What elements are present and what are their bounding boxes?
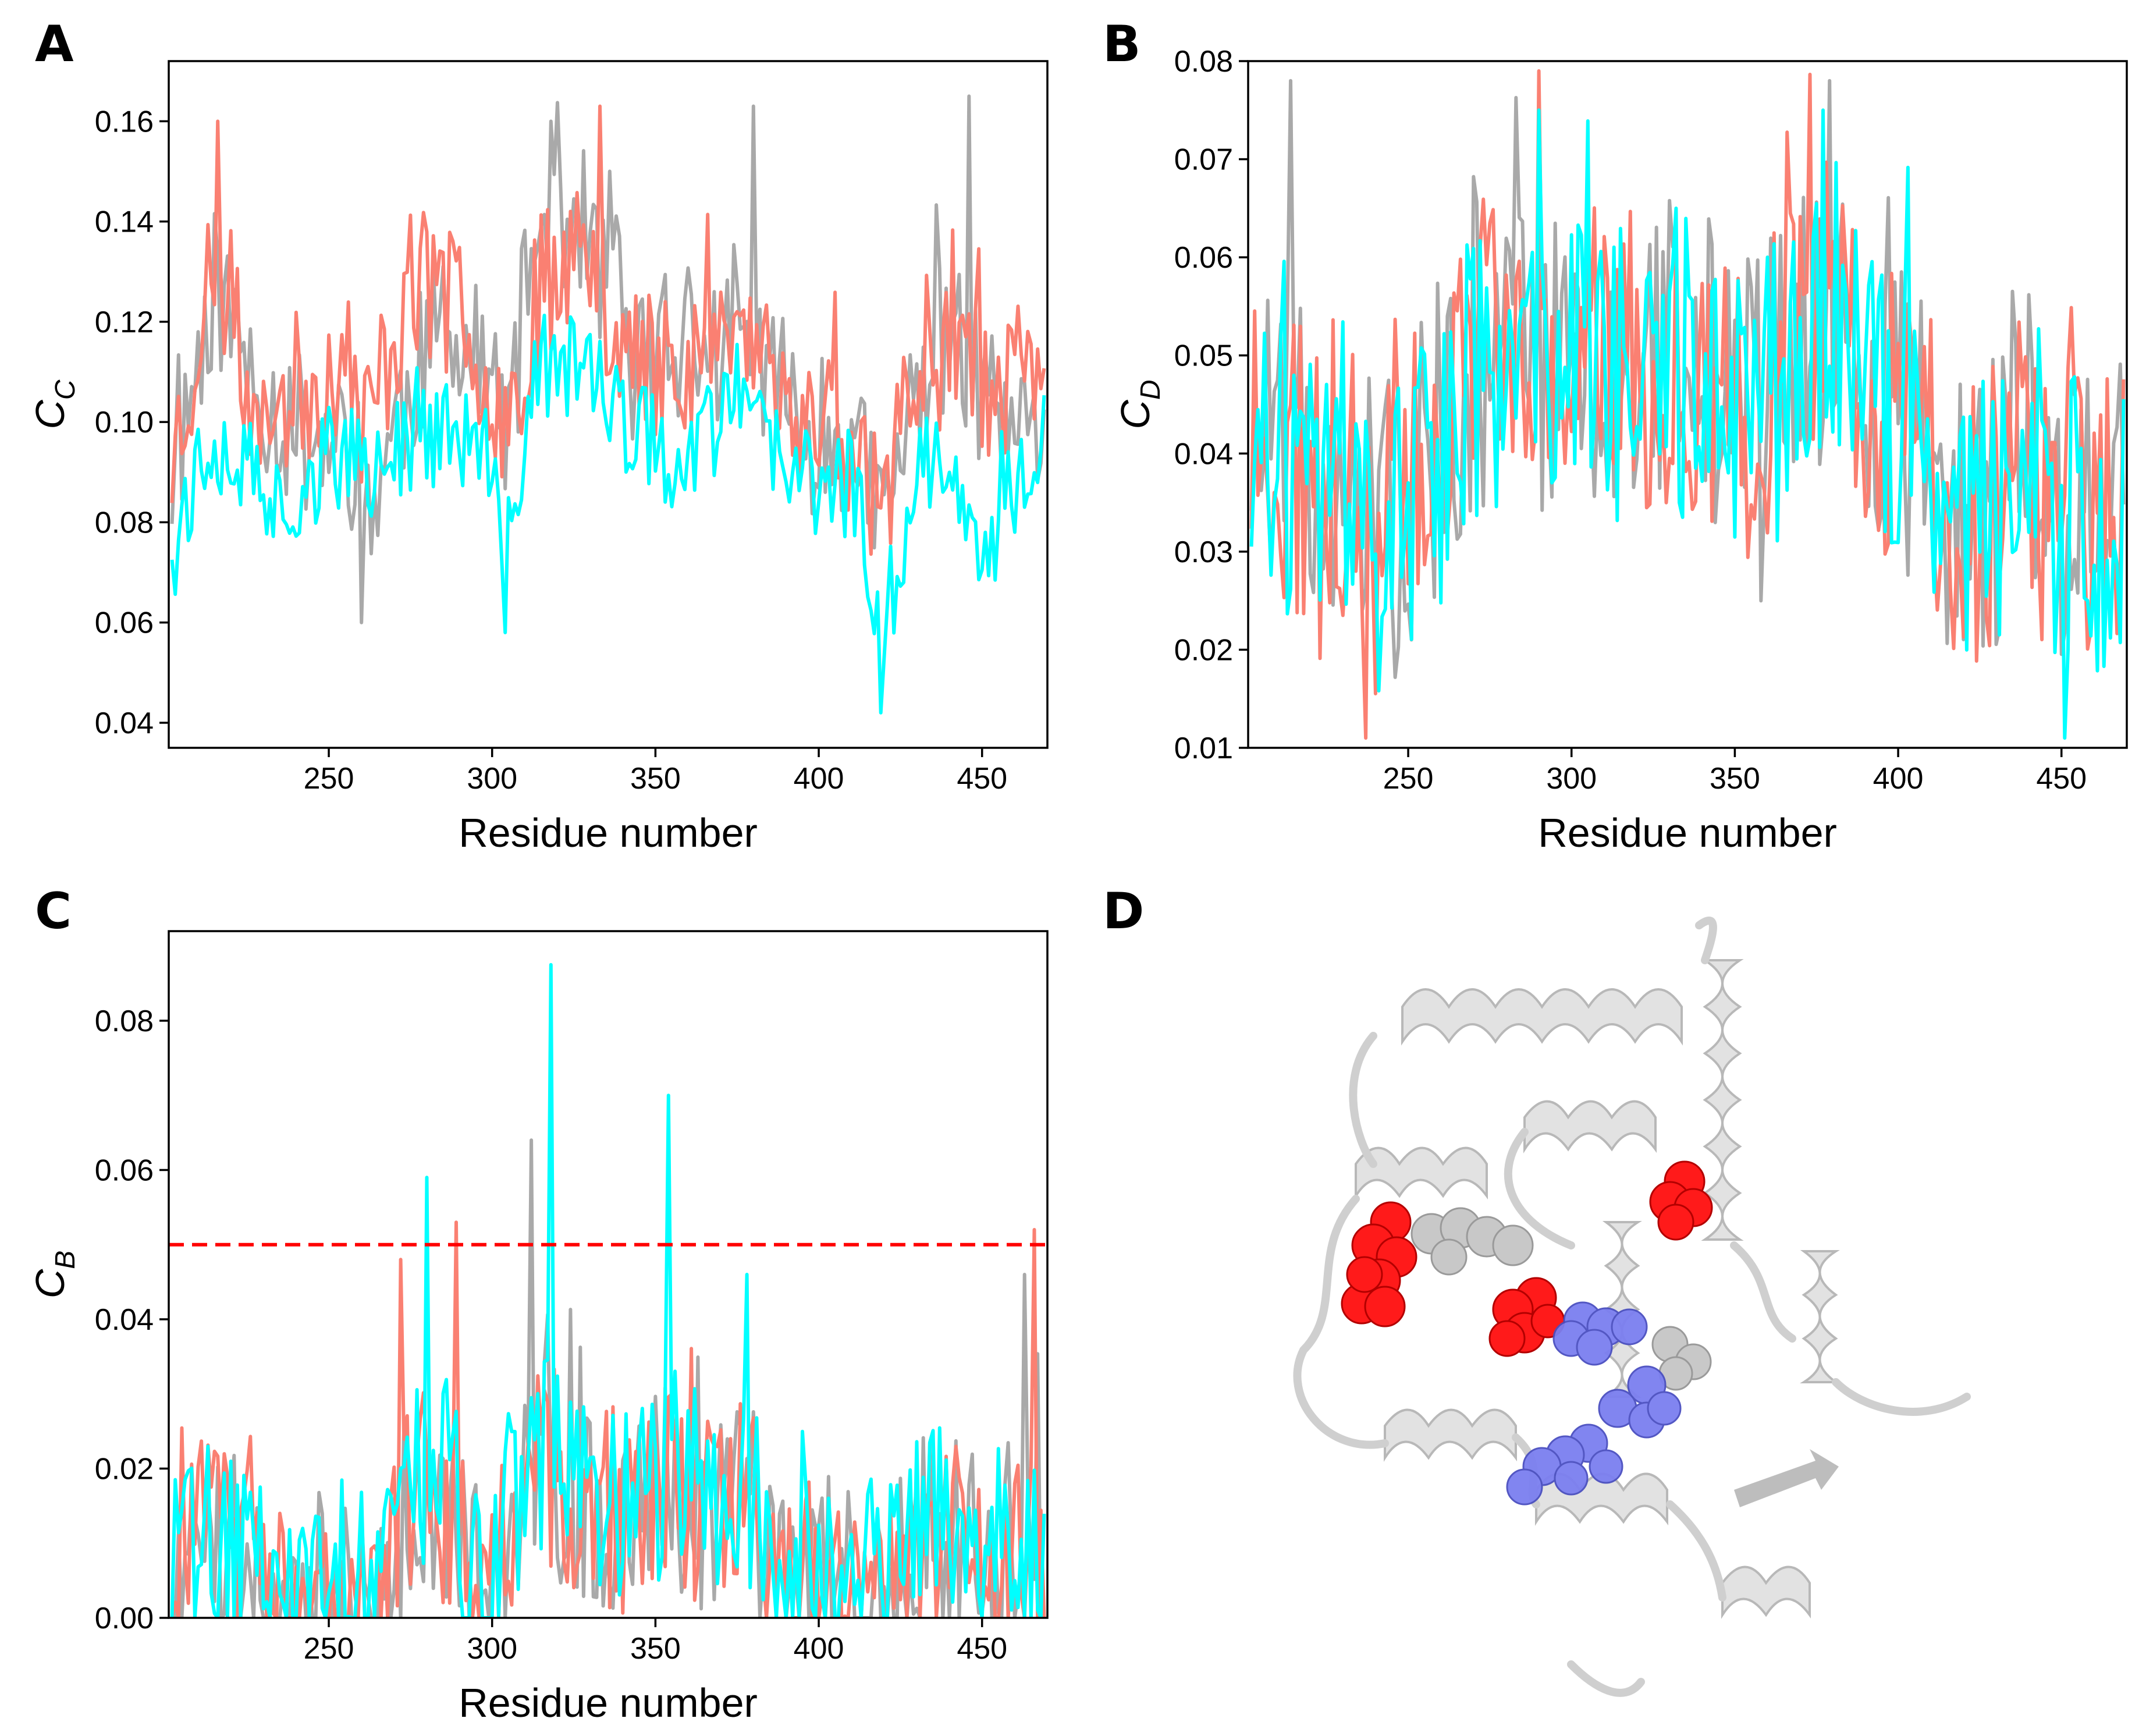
loop-1 xyxy=(1349,1032,1377,1168)
plot-b-xtick-label-400: 400 xyxy=(1873,762,1924,796)
plot-b-xtick-label-300: 300 xyxy=(1546,762,1597,796)
plot-a-series-cyan xyxy=(170,314,1046,715)
protein-helices xyxy=(1355,959,1840,1619)
panel-a: A 250 300 350 400 450 0.04 0.06 0.08 0.10 0.12 0.1… xyxy=(27,15,1049,855)
plot-a-ytick-label-4: 0.12 xyxy=(95,306,154,339)
plot-b-plot-area: 250 300 350 400 450 0.01 0.02 0.03 0.04 0.05 0.06 0… xyxy=(1113,45,2128,855)
panel-letter-b: B xyxy=(1103,15,1141,73)
gray-residue-spheres xyxy=(1410,1207,1712,1391)
plot-a-ytick-label-5: 0.14 xyxy=(95,205,154,239)
plot-a-ylabel-sub: C xyxy=(50,379,81,400)
plot-c-ytick-label-1: 0.02 xyxy=(95,1452,154,1486)
plot-c-plot-area: 250 300 350 400 450 0.00 0.02 0.04 0.06 0.08 Resid… xyxy=(27,930,1049,1726)
blue-residue-spheres xyxy=(1506,1301,1682,1506)
plot-b-xtick-label-250: 250 xyxy=(1383,762,1434,796)
panel-c: C 250 300 350 400 450 0.00 0.02 0.04 0.06 0.08 Res… xyxy=(27,882,1049,1726)
plot-a-ytick-label-3: 0.10 xyxy=(95,406,154,439)
plot-c-ytick-label-2: 0.04 xyxy=(95,1303,154,1337)
helix-center xyxy=(1523,1100,1657,1153)
plot-c-xtick-label-350: 350 xyxy=(630,1632,681,1666)
plot-a-xtick-label-450: 450 xyxy=(957,762,1007,796)
plot-b-ylabel-main: C xyxy=(1113,400,1158,429)
plot-a-frame xyxy=(168,60,1049,749)
loop-5 xyxy=(1666,1500,1726,1602)
plot-c-xlabel: Residue number xyxy=(459,1680,758,1726)
plot-b-frame xyxy=(1247,60,2128,749)
loop-8 xyxy=(1730,1241,1796,1343)
protein-structure-illustration xyxy=(1293,917,1971,1697)
plot-a-series-salmon xyxy=(170,104,1046,556)
plot-c-ytick-label-0: 0.00 xyxy=(95,1602,154,1635)
helix-left-mid xyxy=(1355,1146,1488,1200)
panel-letter-d: D xyxy=(1103,882,1144,940)
plot-b-ylabel: CD xyxy=(1113,379,1166,429)
plot-a-ytick-label-0: 0.04 xyxy=(95,707,154,740)
red-residue-spheres xyxy=(1341,1160,1713,1357)
loop-6 xyxy=(1832,1378,1971,1416)
plot-c-frame xyxy=(168,930,1049,1619)
plot-b-xtick-label-450: 450 xyxy=(2036,762,2087,796)
plot-a-xtick-label-300: 300 xyxy=(467,762,517,796)
plot-a-xlabel: Residue number xyxy=(459,810,758,855)
plot-b-xtick-label-350: 350 xyxy=(1710,762,1760,796)
plot-c-xtick-label-250: 250 xyxy=(304,1632,354,1666)
plot-c-ylabel-sub: B xyxy=(50,1251,81,1269)
plot-c-xtick-label-300: 300 xyxy=(467,1632,517,1666)
loop-9 xyxy=(1567,1660,1645,1697)
plot-b-ylabel-sub: D xyxy=(1135,379,1166,400)
plot-c-xtick-label-450: 450 xyxy=(957,1632,1007,1666)
plot-a-plot-area: 250 300 350 400 450 0.04 0.06 0.08 0.10 0.12 0.14 0… xyxy=(27,60,1049,855)
loop-3 xyxy=(1293,1195,1389,1449)
plot-b-ytick-label-0: 0.01 xyxy=(1174,732,1233,765)
plot-c-ytick-label-3: 0.06 xyxy=(95,1153,154,1187)
plot-a-series-group xyxy=(170,94,1046,715)
panel-d: D xyxy=(1103,882,1971,1697)
panel-letter-a: A xyxy=(35,15,74,73)
plot-b-ytick-label-1: 0.02 xyxy=(1174,633,1233,667)
plot-b-ytick-label-4: 0.05 xyxy=(1174,339,1233,373)
plot-b-ytick-label-3: 0.04 xyxy=(1174,437,1233,471)
beta-strand xyxy=(1734,1449,1839,1507)
plot-c-series-cyan xyxy=(170,963,1046,1618)
plot-b-series-gray xyxy=(1249,79,2126,679)
plot-b-xlabel: Residue number xyxy=(1538,810,1837,855)
plot-c-ytick-label-4: 0.08 xyxy=(95,1004,154,1038)
plot-a-ylabel-main: C xyxy=(27,400,73,429)
loop-2 xyxy=(1695,917,1717,964)
plot-b-series-cyan xyxy=(1249,108,2126,740)
plot-b-ytick-label-2: 0.03 xyxy=(1174,535,1233,569)
plot-a-ytick-label-2: 0.08 xyxy=(95,506,154,539)
plot-c-ylabel-main: C xyxy=(27,1269,73,1298)
panel-b: B 250 300 350 400 450 0.01 0.02 0.03 0.04 0.05 0.0… xyxy=(1103,15,2128,855)
helix-top xyxy=(1401,988,1683,1046)
protein-loops xyxy=(1293,917,1971,1697)
helix-right-vertical xyxy=(1701,959,1744,1241)
plot-a-xtick-label-350: 350 xyxy=(630,762,681,796)
plot-a-xtick-label-250: 250 xyxy=(304,762,354,796)
plot-c-series-group xyxy=(170,963,1046,1618)
panel-letter-c: C xyxy=(35,882,72,940)
helix-bottom-right xyxy=(1721,1565,1811,1619)
plot-a-ytick-label-6: 0.16 xyxy=(95,105,154,139)
plot-a-ylabel: CC xyxy=(27,379,81,429)
helix-left-lower xyxy=(1384,1408,1517,1462)
loop-7 xyxy=(1504,1128,1575,1249)
plot-b-ytick-label-7: 0.08 xyxy=(1174,45,1233,79)
plot-b-ytick-label-6: 0.07 xyxy=(1174,143,1233,177)
plot-b-series-salmon xyxy=(1249,69,2126,740)
plot-c-ylabel: CB xyxy=(27,1251,81,1299)
plot-c-xtick-label-400: 400 xyxy=(794,1632,844,1666)
plot-a-xtick-label-400: 400 xyxy=(794,762,844,796)
plot-b-ytick-label-5: 0.06 xyxy=(1174,241,1233,275)
plot-b-series-group xyxy=(1249,69,2126,740)
plot-a-ytick-label-1: 0.06 xyxy=(95,606,154,640)
